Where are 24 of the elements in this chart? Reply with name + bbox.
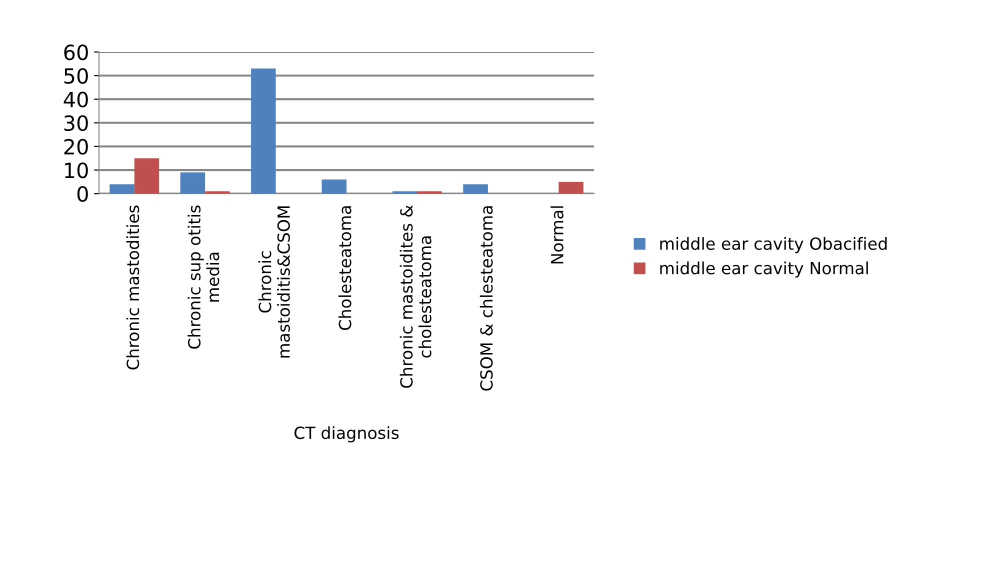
x-axis-title: CT diagnosis <box>294 426 399 442</box>
y-tick-label: 20 <box>64 138 88 155</box>
x-tick-label: Chronic mastoidites & cholesteatoma <box>400 205 432 388</box>
bar <box>322 179 346 194</box>
bar <box>180 172 206 194</box>
bar <box>558 182 584 194</box>
x-tick-label: Chronic sup otitis media <box>188 206 220 349</box>
legend-label: middle ear cavity Obacified <box>660 237 887 254</box>
y-tick-label: 0 <box>77 186 88 202</box>
x-tick-label: Cholesteatoma <box>338 206 352 330</box>
x-tick-label: CSOM & chlesteatoma <box>480 206 493 391</box>
y-tick-label: 10 <box>65 162 88 178</box>
x-tick-label: Normal <box>550 206 564 264</box>
bar <box>134 158 160 194</box>
y-tick-label: 50 <box>64 68 88 84</box>
x-tick-label: Chronic mastoiditis&CSOM <box>258 206 290 358</box>
legend-label: middle ear cavity Normal <box>660 262 868 278</box>
y-tick-label: 60 <box>64 44 88 60</box>
y-tick-label: 40 <box>64 92 88 108</box>
x-tick-label: Chronic mastodities <box>126 206 140 370</box>
bar <box>110 184 134 194</box>
bar <box>463 184 488 194</box>
bar <box>251 68 276 194</box>
y-tick-label: 30 <box>64 115 88 132</box>
